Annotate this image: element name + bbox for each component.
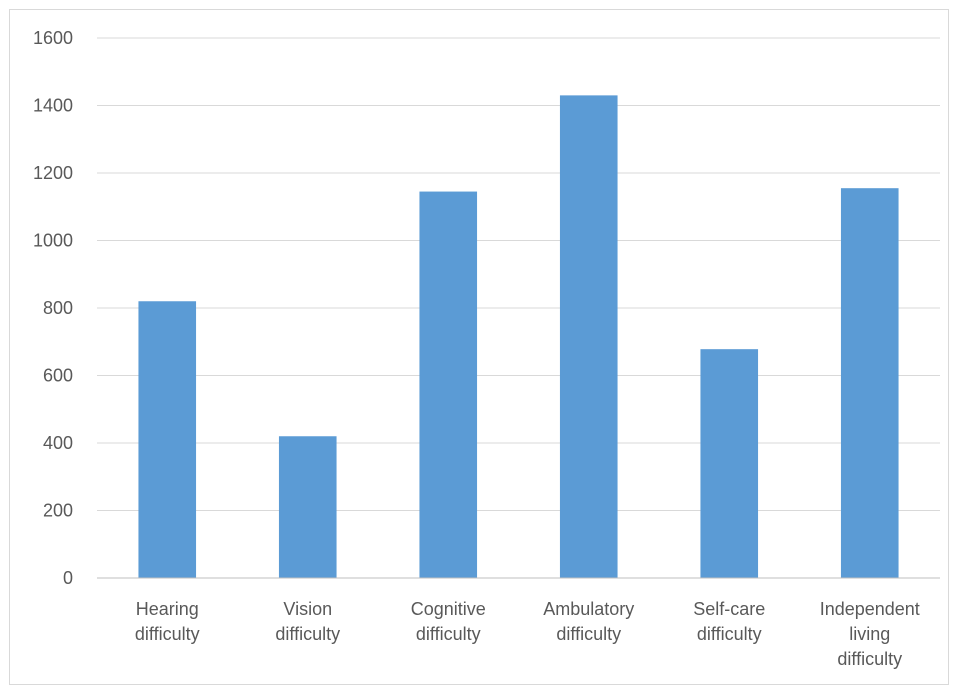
x-category-label-line: difficulty: [556, 624, 621, 644]
x-category-label-line: Hearing: [136, 599, 199, 619]
y-tick-label: 400: [43, 433, 73, 453]
x-category-label-line: Self-care: [693, 599, 765, 619]
x-category-label-line: Vision: [283, 599, 332, 619]
x-category-label-line: Ambulatory: [543, 599, 634, 619]
bar: [138, 301, 197, 578]
x-category-label-line: difficulty: [135, 624, 200, 644]
x-category-label-line: difficulty: [275, 624, 340, 644]
x-category-label-line: Cognitive: [411, 599, 486, 619]
bar: [419, 191, 478, 578]
x-category-label-line: difficulty: [697, 624, 762, 644]
bars: [138, 95, 899, 578]
y-tick-label: 0: [63, 568, 73, 588]
y-tick-label: 200: [43, 501, 73, 521]
y-tick-label: 800: [43, 298, 73, 318]
x-category-label-line: difficulty: [416, 624, 481, 644]
bar: [700, 349, 759, 578]
x-category-label-line: living: [849, 624, 890, 644]
bar: [840, 188, 899, 578]
y-tick-label: 600: [43, 366, 73, 386]
x-category-label-line: Independent: [820, 599, 920, 619]
x-category-label: Cognitive difficulty: [411, 599, 486, 644]
x-category-label: Independent living difficulty: [820, 599, 920, 669]
x-category-label-line: difficulty: [837, 649, 902, 669]
x-category-label: Self-care difficulty: [693, 599, 765, 644]
x-category-label: Vision difficulty: [275, 599, 340, 644]
y-axis-tick-labels: 0 200 400 600 800 1000 1200 1400 1600: [33, 28, 73, 588]
x-category-label: Hearing difficulty: [135, 599, 200, 644]
x-category-label: Ambulatory difficulty: [543, 599, 634, 644]
y-tick-label: 1000: [33, 231, 73, 251]
y-tick-label: 1200: [33, 163, 73, 183]
y-tick-label: 1400: [33, 96, 73, 116]
y-tick-label: 1600: [33, 28, 73, 48]
bar: [559, 95, 618, 578]
bar: [278, 436, 337, 578]
gridlines: [97, 37, 940, 511]
